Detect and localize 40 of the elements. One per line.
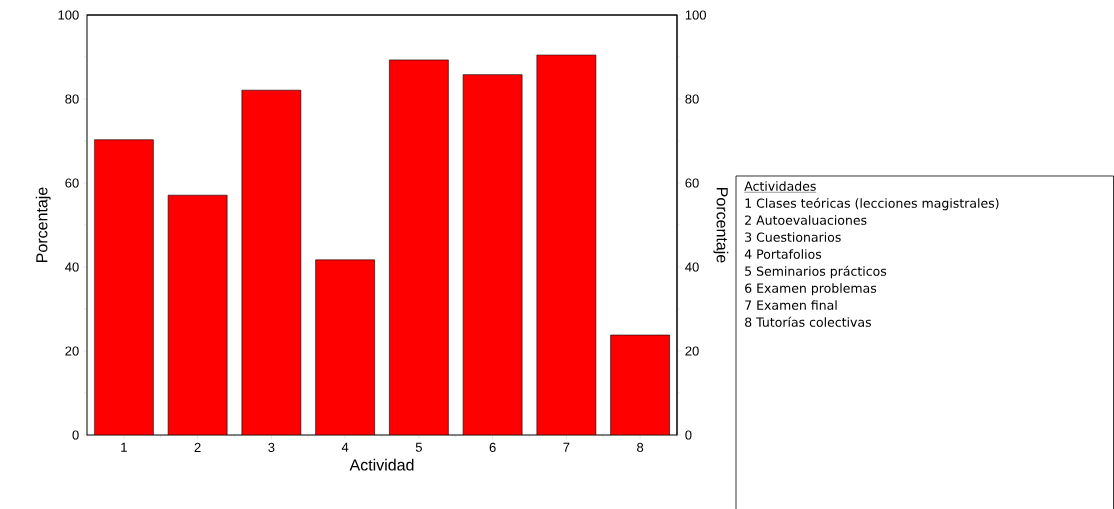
x-tick-label: 6 bbox=[489, 442, 496, 452]
bar bbox=[168, 195, 228, 435]
y2-tick-label: 40 bbox=[685, 262, 699, 272]
bar bbox=[315, 259, 375, 435]
x-tick-label: 5 bbox=[415, 442, 422, 452]
y2-tick-label: 60 bbox=[685, 178, 699, 188]
y-tick-label: 20 bbox=[65, 346, 79, 356]
y-tick-label: 100 bbox=[58, 10, 79, 20]
text: 2 Autoevaluaciones bbox=[745, 215, 867, 225]
y2-tick-label: 100 bbox=[685, 10, 706, 20]
x-tick-label: 4 bbox=[341, 442, 349, 452]
bar bbox=[536, 54, 596, 435]
text: 3 Cuestionarios bbox=[745, 232, 841, 242]
y2-axis-title: Porcentaje bbox=[713, 188, 729, 263]
bar bbox=[389, 59, 449, 435]
bar bbox=[94, 139, 154, 435]
text: 6 Examen problemas bbox=[745, 283, 877, 296]
bar bbox=[463, 74, 523, 435]
y2-tick-label: 20 bbox=[685, 346, 699, 356]
y2-tick-label: 0 bbox=[685, 430, 692, 440]
text: Actividades bbox=[744, 181, 816, 191]
y-tick-label: 40 bbox=[65, 262, 79, 272]
x-axis-title: Actividad bbox=[349, 458, 414, 471]
text: 5 Seminarios prácticos bbox=[745, 265, 887, 279]
x-tick-label: 2 bbox=[194, 442, 201, 452]
x-tick-label: 1 bbox=[121, 442, 127, 452]
y-tick-label: 60 bbox=[65, 178, 79, 188]
text: 4 Portafolios bbox=[744, 249, 822, 259]
x-tick-label: 7 bbox=[563, 442, 570, 452]
text: 1 Clases teóricas (lecciones magistrales) bbox=[745, 197, 999, 211]
x-tick-label: 3 bbox=[268, 442, 275, 452]
y-tick-label: 80 bbox=[65, 94, 79, 104]
x-tick-label: 8 bbox=[637, 442, 644, 452]
y2-tick-label: 80 bbox=[685, 94, 699, 104]
bar bbox=[610, 334, 670, 435]
bar bbox=[241, 90, 301, 435]
y-tick-label: 0 bbox=[72, 430, 79, 440]
text: 7 Examen final bbox=[745, 300, 837, 310]
y-axis-title: Porcentaje bbox=[35, 187, 51, 262]
text: 8 Tutorías colectivas bbox=[745, 316, 871, 327]
